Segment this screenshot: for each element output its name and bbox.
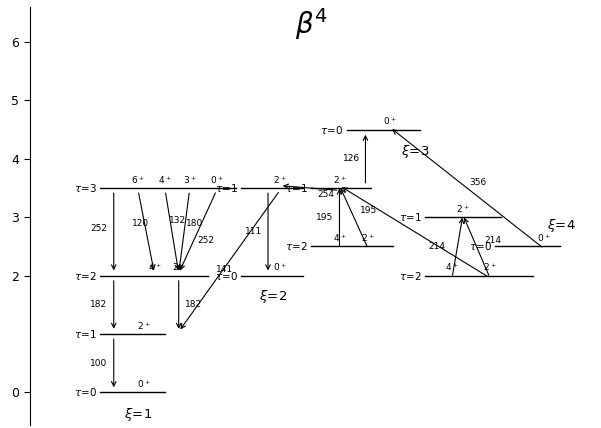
Text: $\tau\!=\!1$: $\tau\!=\!1$ [215, 182, 238, 194]
Text: $0^+$: $0^+$ [537, 232, 551, 244]
Text: 254: 254 [317, 190, 334, 199]
Text: $6^+$: $6^+$ [131, 174, 145, 186]
Text: $4^+$: $4^+$ [158, 174, 172, 186]
Text: $\xi\!=\!1$: $\xi\!=\!1$ [124, 406, 153, 423]
Text: $2^+$: $2^+$ [136, 320, 150, 332]
Text: 195: 195 [359, 206, 377, 215]
Text: 214: 214 [484, 236, 501, 245]
Text: $0^+$: $0^+$ [136, 378, 150, 390]
Text: $0^+$: $0^+$ [383, 116, 397, 127]
Text: $2^+$: $2^+$ [332, 174, 346, 186]
Text: 120: 120 [132, 219, 150, 228]
Text: $\tau\!=\!2$: $\tau\!=\!2$ [285, 241, 309, 253]
Text: $2^+$: $2^+$ [483, 262, 497, 273]
Text: $\tau\!=\!2$: $\tau\!=\!2$ [75, 270, 97, 282]
Text: 252: 252 [90, 224, 107, 233]
Text: $\tau\!=\!3$: $\tau\!=\!3$ [74, 182, 97, 194]
Text: $2^+$: $2^+$ [273, 174, 287, 186]
Text: 141: 141 [216, 265, 233, 274]
Text: 252: 252 [197, 236, 215, 245]
Text: $\xi\!=\!2$: $\xi\!=\!2$ [259, 288, 288, 305]
Text: 195: 195 [316, 213, 333, 222]
Text: $\tau\!=\!0$: $\tau\!=\!0$ [74, 386, 97, 398]
Text: $\tau\!=\!0$: $\tau\!=\!0$ [469, 241, 493, 253]
Text: $2^+$: $2^+$ [456, 203, 470, 215]
Text: $2^+$: $2^+$ [361, 232, 375, 244]
Text: $\tau\!=\!1$: $\tau\!=\!1$ [75, 328, 97, 340]
Text: $\xi\!=\!3$: $\xi\!=\!3$ [401, 143, 430, 160]
Text: 126: 126 [343, 154, 360, 163]
Text: $\tau\!=\!0$: $\tau\!=\!0$ [320, 124, 344, 136]
Text: 100: 100 [90, 359, 107, 368]
Text: $0^+$: $0^+$ [210, 174, 224, 186]
Text: $\xi\!=\!4$: $\xi\!=\!4$ [547, 217, 576, 235]
Text: 180: 180 [186, 219, 204, 228]
Text: $4^+$: $4^+$ [332, 232, 346, 244]
Text: $4^+$: $4^+$ [147, 262, 161, 273]
Text: $\beta^4$: $\beta^4$ [294, 6, 328, 42]
Text: 182: 182 [90, 300, 107, 309]
Text: 214: 214 [429, 242, 445, 251]
Text: $0^+$: $0^+$ [273, 262, 287, 273]
Text: 132: 132 [169, 216, 186, 225]
Text: 111: 111 [245, 227, 263, 236]
Text: $\tau\!=\!1$: $\tau\!=\!1$ [285, 182, 309, 194]
Text: 182: 182 [185, 300, 203, 309]
Text: $3^+$: $3^+$ [183, 174, 197, 186]
Text: $2^+$: $2^+$ [172, 262, 186, 273]
Text: $\tau\!=\!1$: $\tau\!=\!1$ [399, 211, 423, 223]
Text: $\tau\!=\!0$: $\tau\!=\!0$ [215, 270, 238, 282]
Text: $\tau\!=\!2$: $\tau\!=\!2$ [399, 270, 423, 282]
Text: 356: 356 [469, 178, 486, 187]
Text: $4^+$: $4^+$ [445, 262, 459, 273]
